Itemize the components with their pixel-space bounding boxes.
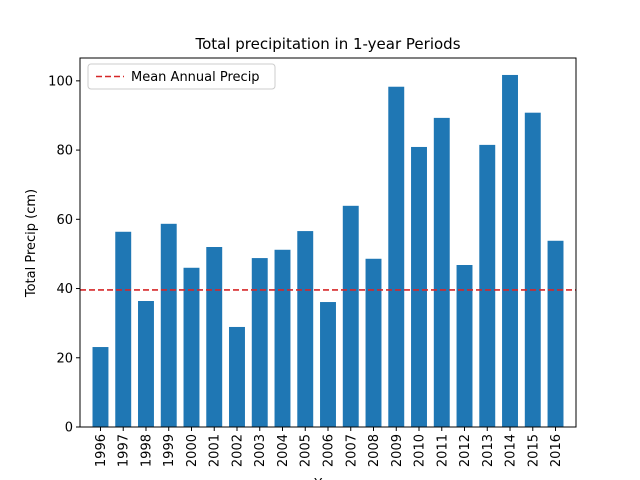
y-tick-label: 0 <box>65 421 73 436</box>
x-tick-label: 2006 <box>322 434 337 467</box>
x-tick-label: 2007 <box>344 434 359 467</box>
y-tick-label: 60 <box>56 213 73 228</box>
x-tick-label: 1996 <box>94 434 109 467</box>
x-tick-label: 1997 <box>117 434 132 467</box>
bar <box>342 205 359 427</box>
x-tick-label: 2004 <box>276 434 291 467</box>
bar <box>115 231 132 427</box>
bar <box>388 86 405 427</box>
bar <box>274 249 291 427</box>
bar <box>320 302 336 427</box>
x-tick-label: 2009 <box>390 434 405 467</box>
x-tick-label: 1999 <box>162 434 177 467</box>
x-tick-label: 1998 <box>139 434 154 467</box>
y-tick-label: 20 <box>56 351 73 366</box>
bar <box>547 240 564 427</box>
bar <box>160 223 177 427</box>
bar <box>183 267 200 427</box>
y-axis-label: Total Precip (cm) <box>24 189 39 298</box>
bar <box>456 265 473 427</box>
x-tick-label: 2013 <box>481 434 496 467</box>
x-tick-label: 2002 <box>230 434 245 467</box>
x-tick-label: 2016 <box>549 434 564 467</box>
bar <box>479 144 496 427</box>
bar <box>433 117 450 427</box>
x-axis-label: Year <box>313 477 342 480</box>
y-tick-label: 80 <box>56 144 73 159</box>
x-tick-label: 2003 <box>253 434 268 467</box>
x-tick-label: 2005 <box>299 434 314 467</box>
bar <box>92 347 109 427</box>
x-tick-label: 2001 <box>208 434 223 467</box>
x-tick-label: 2000 <box>185 434 200 467</box>
bar <box>138 301 154 427</box>
x-tick-label: 2012 <box>458 434 473 467</box>
x-tick-label: 2011 <box>435 434 450 467</box>
bar <box>365 258 382 427</box>
bar <box>251 258 268 427</box>
x-tick-label: 2015 <box>526 434 541 467</box>
bar <box>502 74 518 427</box>
x-tick-label: 2008 <box>367 434 382 467</box>
bar <box>229 326 245 427</box>
bar <box>411 146 427 427</box>
axes-frame <box>79 57 577 428</box>
y-tick-label: 100 <box>48 74 73 89</box>
legend-box <box>87 63 276 90</box>
y-tick-label: 40 <box>56 282 73 297</box>
bar <box>524 112 541 427</box>
bar <box>206 247 223 427</box>
x-tick-label: 2014 <box>504 434 519 467</box>
chart-title: Total precipitation in 1-year Periods <box>194 35 460 53</box>
bar <box>297 231 314 427</box>
x-tick-label: 2010 <box>413 434 428 467</box>
legend-label: Mean Annual Precip <box>131 70 260 85</box>
